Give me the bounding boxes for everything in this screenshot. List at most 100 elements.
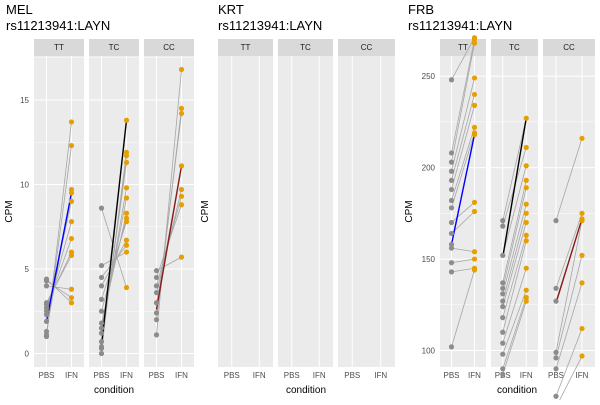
mean-line [555,218,583,304]
pbs-point [553,349,559,355]
facet-label: TT [241,43,251,52]
ifn-point [471,124,478,130]
mean-line [155,165,183,310]
paired-line [555,213,583,289]
paired-line [502,213,527,302]
paired-line [451,202,475,223]
mean-line [45,192,73,322]
x-tick-label: PBS [548,371,564,380]
ifn-point [471,132,478,138]
chart-title: FRB [408,2,434,17]
paired-line [46,255,72,303]
ifn-point [123,153,130,159]
pbs-point [98,274,105,281]
pbs-point [153,274,160,281]
pbs-point [553,393,559,399]
pbs-point [553,218,559,224]
ifn-point [523,232,529,238]
y-axis-title: CPM [4,200,15,222]
facet-strip [34,39,84,56]
paired-line [451,132,475,208]
pbs-point [43,318,50,324]
paired-line [502,180,527,283]
facet-strip [89,39,139,56]
paired-line [101,245,127,278]
ifn-point [68,300,75,306]
paired-line [502,187,527,289]
ifn-point [471,40,478,46]
chart-subtitle: rs11213941:LAYN [6,18,110,33]
pbs-point [98,205,105,211]
y-tick-label: 15 [20,96,29,105]
paired-line [451,77,475,172]
pbs-point [448,168,455,174]
x-tick-label: PBS [224,371,240,380]
pbs-point [98,308,105,314]
ifn-point [178,105,185,111]
ifn-point [68,286,75,292]
ifn-point [471,102,478,108]
pbs-point [500,218,506,224]
pbs-point [98,325,105,331]
ifn-point [471,249,478,255]
x-tick-label: IFN [576,371,589,380]
ifn-point [68,119,75,125]
pbs-point [448,241,455,248]
mean-line [100,120,128,346]
panel-background [543,56,595,367]
y-tick-label: 250 [422,72,436,81]
pbs-point [98,283,105,289]
paired-line [451,37,475,80]
ifn-point [523,210,529,216]
facet-strip [543,39,595,56]
pbs-point [448,269,455,275]
pbs-point [448,159,455,165]
ifn-point [523,219,529,226]
x-tick-label: IFN [313,371,326,380]
paired-line [555,328,583,397]
x-axis-title: condition [94,385,134,396]
pbs-point [448,197,455,204]
x-tick-label: PBS [284,371,300,380]
ifn-point [523,294,529,301]
paired-line [46,285,72,290]
ifn-point [68,190,75,196]
paired-line [502,301,527,375]
chart-title: MEL [6,2,33,17]
facet-label: TC [300,43,311,52]
pbs-point [500,315,506,321]
chart-frb: FRBrs11213941:LAYNTTPBSIFNTCPBSIFNCCPBSI… [404,2,595,405]
pbs-point [98,344,105,350]
ifn-point [123,185,130,191]
x-tick-label: PBS [148,371,164,380]
x-axis-title: condition [286,385,326,396]
y-tick-label: 100 [422,347,436,356]
x-tick-label: IFN [520,371,533,380]
ifn-point [178,186,185,193]
ifn-point [123,195,130,201]
ifn-point [178,254,185,260]
pbs-point [43,300,50,306]
ifn-point [579,210,585,216]
facet-tt: TT PBS IFN [218,39,273,380]
pbs-point [98,330,105,336]
paired-line [502,222,527,307]
pbs-point [500,366,506,372]
x-tick-label: PBS [38,371,54,380]
paired-line [502,235,527,318]
ifn-point [523,115,529,121]
pbs-point [98,350,105,357]
pbs-point [43,283,50,289]
pbs-point [500,351,506,357]
pbs-point [448,344,455,350]
pbs-point [98,339,105,345]
ifn-point [523,185,529,191]
paired-line [156,256,182,272]
y-tick-label: 0 [25,349,30,358]
pbs-point [153,290,160,296]
x-tick-label: PBS [344,371,360,380]
facet-cc: CC PBS IFN [338,39,395,380]
